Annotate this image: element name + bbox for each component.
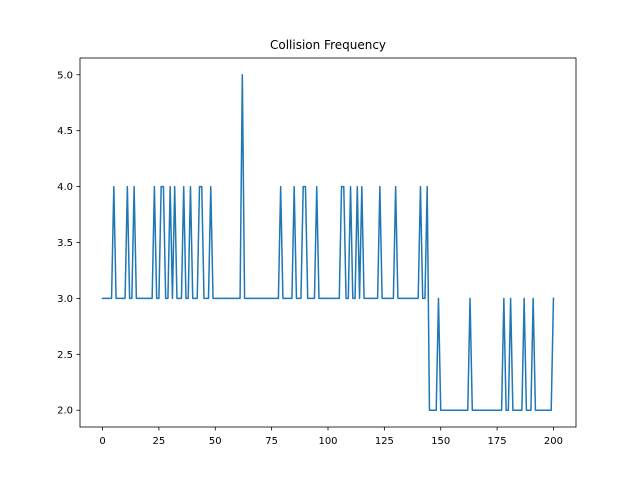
plot-area-frame bbox=[79, 57, 577, 428]
y-tick-label: 5.0 bbox=[57, 70, 73, 81]
y-axis-ticks: 2.0 2.5 3.0 3.5 4.0 4.5 5.0 bbox=[57, 70, 80, 417]
x-tick-label: 100 bbox=[318, 436, 337, 447]
x-tick-label: 150 bbox=[431, 436, 450, 447]
y-tick-label: 4.5 bbox=[57, 126, 73, 137]
x-tick-label: 25 bbox=[153, 436, 166, 447]
x-tick-label: 75 bbox=[265, 436, 278, 447]
x-axis-ticks: 0 25 50 75 100 125 150 175 200 bbox=[99, 427, 563, 447]
y-tick-label: 3.5 bbox=[57, 238, 73, 249]
x-tick-label: 50 bbox=[209, 436, 222, 447]
x-tick-label: 0 bbox=[99, 436, 105, 447]
y-tick-label: 4.0 bbox=[57, 182, 73, 193]
x-tick-label: 200 bbox=[544, 436, 563, 447]
chart-title: Collision Frequency bbox=[270, 38, 386, 52]
x-tick-label: 175 bbox=[488, 436, 507, 447]
y-tick-label: 3.0 bbox=[57, 294, 73, 305]
x-tick-label: 125 bbox=[375, 436, 394, 447]
y-tick-label: 2.5 bbox=[57, 350, 73, 361]
series-line-0 bbox=[101, 74, 555, 411]
y-tick-label: 2.0 bbox=[57, 406, 73, 417]
series-layer bbox=[101, 74, 555, 411]
